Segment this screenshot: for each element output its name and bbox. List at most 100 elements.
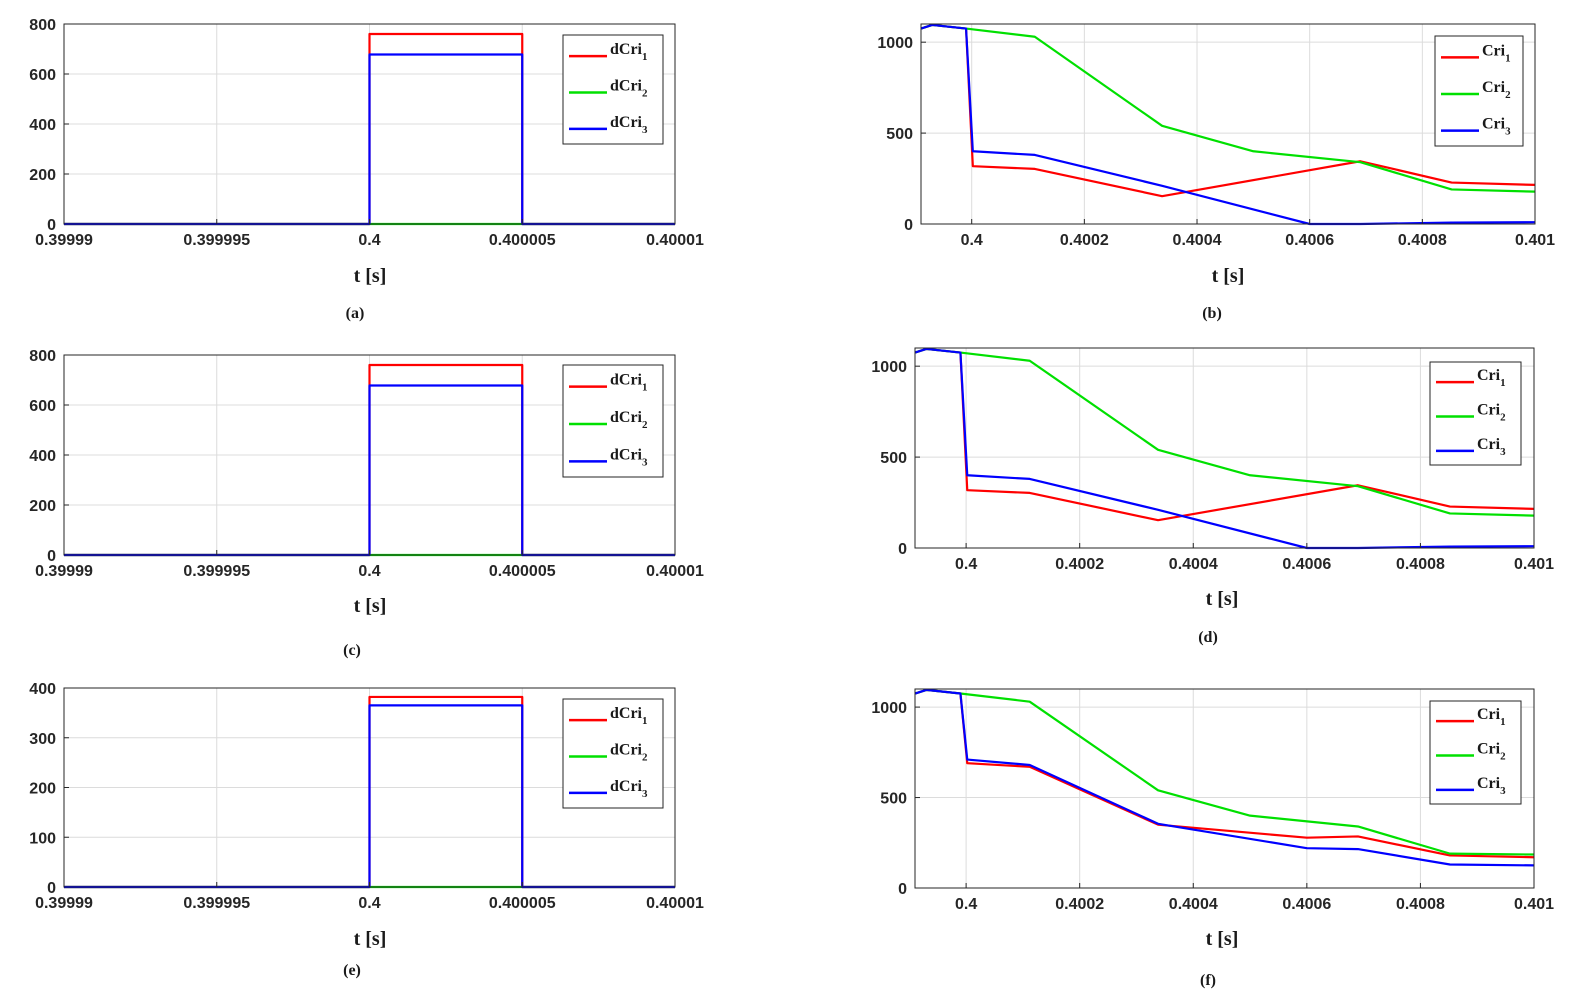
legend-label-cri3: Cri3 (1482, 116, 1511, 138)
panel-caption: (f) (1200, 972, 1216, 989)
legend-subscript: 3 (642, 788, 648, 800)
y-tick-label: 100 (29, 830, 56, 847)
y-tick-label: 200 (29, 167, 56, 184)
legend-label-dcri3: dCri3 (610, 114, 648, 136)
x-tick-label: 0.4006 (1285, 232, 1334, 249)
chart-panel-b: 0.4 0.4002 0.4004 0.4006 0.4008 0.401 0 500 1000… (877, 23, 1555, 322)
x-tick-label: 0.400005 (489, 232, 556, 249)
legend-label-dcri1: dCri1 (610, 705, 648, 727)
x-axis-label: t [s] (1206, 928, 1239, 950)
axes-frame (914, 347, 1535, 549)
x-tick-label: 0.40001 (646, 563, 704, 580)
legend-subscript: 3 (642, 456, 648, 468)
x-axis-label: t [s] (1206, 588, 1239, 610)
x-tick-label: 0.399995 (183, 895, 250, 912)
x-tick-label: 0.4 (955, 896, 977, 913)
y-tick-label: 800 (29, 17, 56, 34)
y-tick-label: 200 (29, 498, 56, 515)
legend-label-cri3: Cri3 (1477, 775, 1506, 797)
legend-subscript: 1 (1500, 716, 1506, 728)
legend-subscript: 2 (642, 752, 648, 764)
x-tick-label: 0.399995 (183, 563, 250, 580)
x-tick-label: 0.4 (961, 232, 983, 249)
y-tick-label: 200 (29, 781, 56, 798)
x-tick-label: 0.400005 (489, 563, 556, 580)
x-axis-label: t [s] (354, 595, 387, 617)
y-tick-label: 600 (29, 398, 56, 415)
y-tick-label: 0 (47, 880, 56, 897)
legend-subscript: 2 (1500, 412, 1506, 424)
series-line-cri3 (920, 23, 1536, 226)
x-axis-label: t [s] (1212, 265, 1245, 287)
x-tick-label: 0.39999 (35, 232, 93, 249)
axes-frame (914, 688, 1535, 889)
legend-box (1434, 35, 1524, 147)
y-tick-label: 1000 (871, 700, 907, 717)
legend-subscript: 2 (1505, 89, 1511, 101)
legend: Cri1 Cri2 Cri3 (1429, 361, 1522, 466)
legend-subscript: 1 (642, 715, 648, 727)
x-tick-label: 0.4002 (1055, 896, 1104, 913)
legend-label-cri1: Cri1 (1477, 367, 1506, 389)
x-tick-label: 0.4002 (1055, 556, 1104, 573)
chart-panel-e: 0.39999 0.399995 0.4 0.400005 0.40001 0 100 200… (29, 681, 704, 979)
y-tick-label: 500 (880, 450, 907, 467)
legend: dCri1 dCri2 dCri3 (562, 698, 664, 809)
y-tick-label: 300 (29, 731, 56, 748)
x-tick-label: 0.401 (1514, 896, 1554, 913)
legend-subscript: 3 (1500, 446, 1506, 458)
x-tick-label: 0.4006 (1282, 896, 1331, 913)
legend: dCri1 dCri2 dCri3 (562, 34, 664, 145)
y-tick-label: 400 (29, 681, 56, 698)
chart-panel-f: 0.4 0.4002 0.4004 0.4006 0.4008 0.401 0 500 1000… (871, 688, 1554, 989)
x-tick-label: 0.39999 (35, 563, 93, 580)
y-tick-label: 0 (898, 881, 907, 898)
x-tick-label: 0.401 (1514, 556, 1554, 573)
x-tick-label: 0.4004 (1169, 896, 1218, 913)
y-tick-label: 400 (29, 117, 56, 134)
x-tick-label: 0.39999 (35, 895, 93, 912)
x-tick-label: 0.4 (358, 895, 380, 912)
y-tick-label: 0 (47, 548, 56, 565)
x-tick-label: 0.4008 (1398, 232, 1447, 249)
x-axis-label: t [s] (354, 928, 387, 950)
y-tick-label: 0 (904, 217, 913, 234)
x-tick-label: 0.4 (955, 556, 977, 573)
y-tick-label: 1000 (877, 35, 913, 52)
x-tick-label: 0.4004 (1169, 556, 1218, 573)
legend-label-cri3: Cri3 (1477, 436, 1506, 458)
y-tick-label: 500 (886, 126, 913, 143)
chart-panel-a: 0.39999 0.399995 0.4 0.400005 0.40001 0 200 400… (29, 17, 704, 322)
y-tick-label: 1000 (871, 359, 907, 376)
panel-caption: (a) (346, 305, 365, 322)
panel-caption: (b) (1202, 305, 1222, 322)
legend-label-dcri1: dCri1 (610, 372, 648, 394)
legend: Cri1 Cri2 Cri3 (1434, 35, 1524, 147)
x-tick-label: 0.400005 (489, 895, 556, 912)
y-tick-label: 600 (29, 67, 56, 84)
legend-label-cri1: Cri1 (1477, 706, 1506, 728)
legend-box (1429, 361, 1522, 466)
legend-box (562, 698, 664, 809)
y-tick-label: 800 (29, 348, 56, 365)
legend-subscript: 1 (642, 382, 648, 394)
legend-subscript: 3 (1500, 785, 1506, 797)
chart-panel-c: 0.39999 0.399995 0.4 0.400005 0.40001 0 200 400… (29, 348, 704, 659)
x-tick-label: 0.4 (358, 232, 380, 249)
x-tick-label: 0.40001 (646, 895, 704, 912)
legend-subscript: 2 (642, 419, 648, 431)
x-tick-label: 0.4006 (1282, 556, 1331, 573)
legend-subscript: 1 (642, 51, 648, 63)
legend-label-dcri2: dCri2 (610, 78, 648, 100)
legend-subscript: 2 (1500, 751, 1506, 763)
legend-label-cri1: Cri1 (1482, 42, 1511, 64)
legend-label-dcri3: dCri3 (610, 778, 648, 800)
legend-label-cri2: Cri2 (1482, 79, 1511, 101)
legend: dCri1 dCri2 dCri3 (562, 364, 664, 478)
legend-subscript: 1 (1500, 377, 1506, 389)
x-tick-label: 0.4008 (1396, 896, 1445, 913)
y-tick-label: 0 (47, 217, 56, 234)
chart-panel-d: 0.4 0.4002 0.4004 0.4006 0.4008 0.401 0 500 1000… (871, 347, 1554, 646)
legend-subscript: 3 (1505, 126, 1511, 138)
